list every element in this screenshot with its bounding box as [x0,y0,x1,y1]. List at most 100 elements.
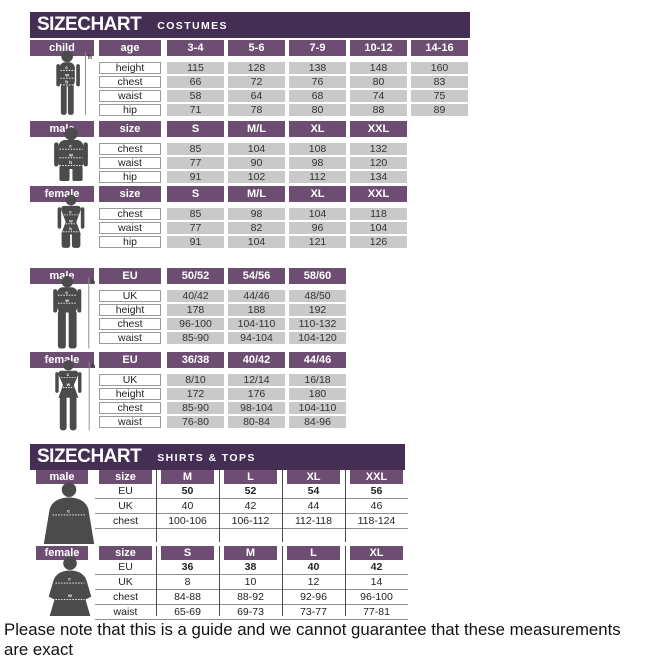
value-cell: 12/14 [228,374,285,386]
column-pill: 50/52 [167,268,224,284]
column-pill: 58/60 [289,268,346,284]
svg-text:w: w [68,153,73,158]
column-pill: S [167,121,224,137]
value-cell: 66 [167,76,224,88]
table-row: waist 85-90 94-104 104-120 [30,332,350,344]
value-cell: 178 [167,304,224,316]
value-cell: 52 [244,485,257,497]
value-cell: 192 [289,304,346,316]
value-cell: 83 [411,76,468,88]
table-row: EU 50 52 54 56 [95,484,408,499]
column-divider [156,546,157,616]
row-label: UK [118,576,133,588]
svg-text:w: w [67,594,72,599]
value-cell: 77-81 [363,606,390,618]
value-cell: 84-96 [289,416,346,428]
table-row: chest 66 72 76 80 83 [30,76,472,88]
value-cell: 8/10 [167,374,224,386]
row-label: chest [99,318,161,330]
table-row: chest 84-88 88-92 92-96 96-100 [95,590,408,605]
column-pill: S [161,546,214,560]
value-cell: 104-110 [289,402,346,414]
table-row: EU 36 38 40 42 [95,560,408,575]
svg-text:w: w [64,74,69,79]
value-cell: 14 [370,576,383,588]
table-row: waist 65-69 69-73 73-77 77-81 [95,605,408,620]
key-pill: size [99,186,161,202]
value-cell: 120 [350,157,407,169]
value-cell: 134 [350,171,407,183]
row-label: height [99,304,161,316]
disclaimer-note: Please note that this is a guide and we … [4,620,621,659]
value-cell: 78 [228,104,285,116]
value-cell: 115 [167,62,224,74]
column-pill: 44/46 [289,352,346,368]
value-cell: 85-90 [167,332,224,344]
key-pill: age [99,40,161,56]
value-cell: 132 [350,143,407,155]
value-cell: 138 [289,62,346,74]
value-cell: 76-80 [167,416,224,428]
table-row: UK 40/42 44/46 48/50 [30,290,350,302]
table-row: hip 71 78 80 88 89 [30,104,472,116]
value-cell: 85-90 [167,402,224,414]
column-divider [219,546,220,616]
value-cell: 104-110 [228,318,285,330]
child-figure-icon: h c w h [42,50,100,118]
key-pill: size [99,546,152,560]
section-title: SIZECHART [37,14,142,35]
column-pill: XL [289,186,346,202]
value-cell: 91 [167,171,224,183]
column-pill: 10-12 [350,40,407,56]
value-cell: 104 [289,208,346,220]
svg-text:c: c [67,510,70,515]
value-cell: 98-104 [228,402,285,414]
value-cell: 102 [228,171,285,183]
key-pill: EU [99,352,161,368]
table-row: chest 96-100 104-110 110-132 [30,318,350,330]
row-label: chest [99,143,161,155]
male-top-figure-icon: c [38,482,100,544]
svg-text:c: c [65,290,68,295]
key-pill: EU [99,268,161,284]
table-row: height 178 188 192 [30,304,350,316]
value-cell: 172 [167,388,224,400]
row-label: hip [99,236,161,248]
value-cell: 106-112 [231,515,270,527]
value-cell: 10 [244,576,257,588]
svg-text:w: w [68,218,73,223]
value-cell: 88-92 [237,591,264,603]
value-cell: 176 [228,388,285,400]
column-divider [219,470,220,542]
value-cell: 44 [307,500,320,512]
table-row: waist 77 90 98 120 [30,157,411,169]
value-cell: 96-100 [360,591,393,603]
female-eu-costumes-table: female EU 36/38 40/42 44/46 UK 8/10 12/14 16/18 h… [30,352,350,430]
value-cell: 76 [289,76,346,88]
svg-text:w: w [66,382,71,387]
section-title: SIZECHART [37,446,142,467]
table-row: UK 40 42 44 46 [95,499,408,514]
table-row: waist 76-80 80-84 84-96 [30,416,350,428]
value-cell: 112 [289,171,346,183]
table-header-row: male size S M/L XL XXL [30,121,411,137]
child-costumes-table: child age 3-4 5-6 7-9 10-12 14-16 height 115 128 1… [30,40,472,118]
row-label: chest [99,402,161,414]
value-cell: 85 [167,208,224,220]
column-pill: M/L [228,121,285,137]
value-cell: 82 [228,222,285,234]
value-cell: 80 [289,104,346,116]
row-label: chest [112,515,139,527]
value-cell: 104 [228,236,285,248]
svg-text:h: h [91,279,95,286]
value-cell: 90 [228,157,285,169]
value-cell: 50 [181,485,194,497]
column-pill: XL [350,546,403,560]
row-label: waist [99,332,161,344]
column-pill: L [287,546,340,560]
value-cell: 112-118 [295,515,332,527]
value-cell: 108 [289,143,346,155]
table-row: height 115 128 138 148 160 [30,62,472,74]
column-divider [156,470,157,542]
row-label: waist [113,606,138,618]
